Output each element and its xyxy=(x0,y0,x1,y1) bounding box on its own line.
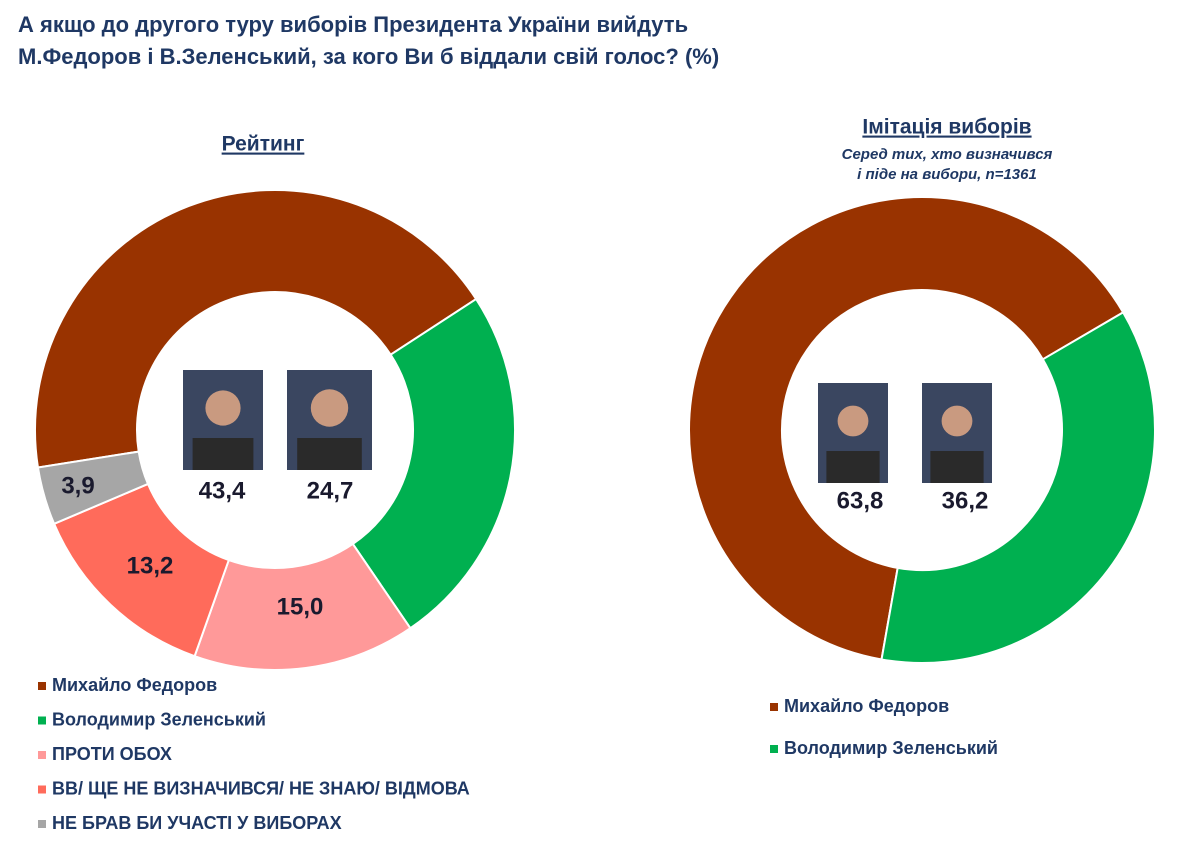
photo-body xyxy=(297,438,362,470)
photo-body xyxy=(826,451,880,483)
donut-segment xyxy=(34,189,478,469)
chart-title: Рейтинг xyxy=(222,133,305,156)
legend-label: НЕ БРАВ БИ УЧАСТІ У ВИБОРАХ xyxy=(52,813,342,833)
legend-label: Михайло Федоров xyxy=(52,675,217,695)
data-label: 13,2 xyxy=(127,552,174,579)
data-label: 63,8 xyxy=(837,487,884,514)
donut-segment xyxy=(351,297,516,630)
donut-segment xyxy=(36,450,150,526)
photo-head xyxy=(205,390,241,426)
donut-segment xyxy=(880,311,1156,664)
data-label: 36,2 xyxy=(942,487,989,514)
chart-subtitle: Серед тих, хто визначився xyxy=(842,146,1053,163)
legend-label: Володимир Зеленський xyxy=(784,738,998,758)
title-line: А якщо до другого туру виборів Президент… xyxy=(18,12,688,37)
donut-segment xyxy=(688,196,1125,661)
photo-body xyxy=(930,451,984,483)
chart-subtitle: і піде на вибори, n=1361 xyxy=(857,166,1037,183)
legend-marker xyxy=(38,716,46,725)
legend-marker xyxy=(770,745,778,753)
data-label: 3,9 xyxy=(61,472,94,499)
chart-title: Імітація виборів xyxy=(862,116,1031,139)
title-line: М.Федоров і В.Зеленський, за кого Ви б в… xyxy=(18,44,719,69)
data-label: 24,7 xyxy=(307,477,354,504)
legend-label: ВВ/ ЩЕ НЕ ВИЗНАЧИВСЯ/ НЕ ЗНАЮ/ ВІДМОВА xyxy=(52,778,470,798)
legend-marker xyxy=(770,703,778,711)
data-label: 15,0 xyxy=(277,593,324,620)
data-label: 43,4 xyxy=(199,477,246,504)
photo-head xyxy=(310,389,349,427)
legend-label: Михайло Федоров xyxy=(784,696,949,716)
legend-label: Володимир Зеленський xyxy=(52,709,266,729)
photo-head xyxy=(941,405,973,437)
photo-body xyxy=(192,438,254,470)
legend-marker xyxy=(38,820,46,828)
legend-marker xyxy=(38,682,46,690)
legend-label: ПРОТИ ОБОХ xyxy=(52,744,172,764)
legend-marker xyxy=(38,751,46,759)
legend-marker xyxy=(38,785,46,794)
photo-head xyxy=(837,405,869,437)
